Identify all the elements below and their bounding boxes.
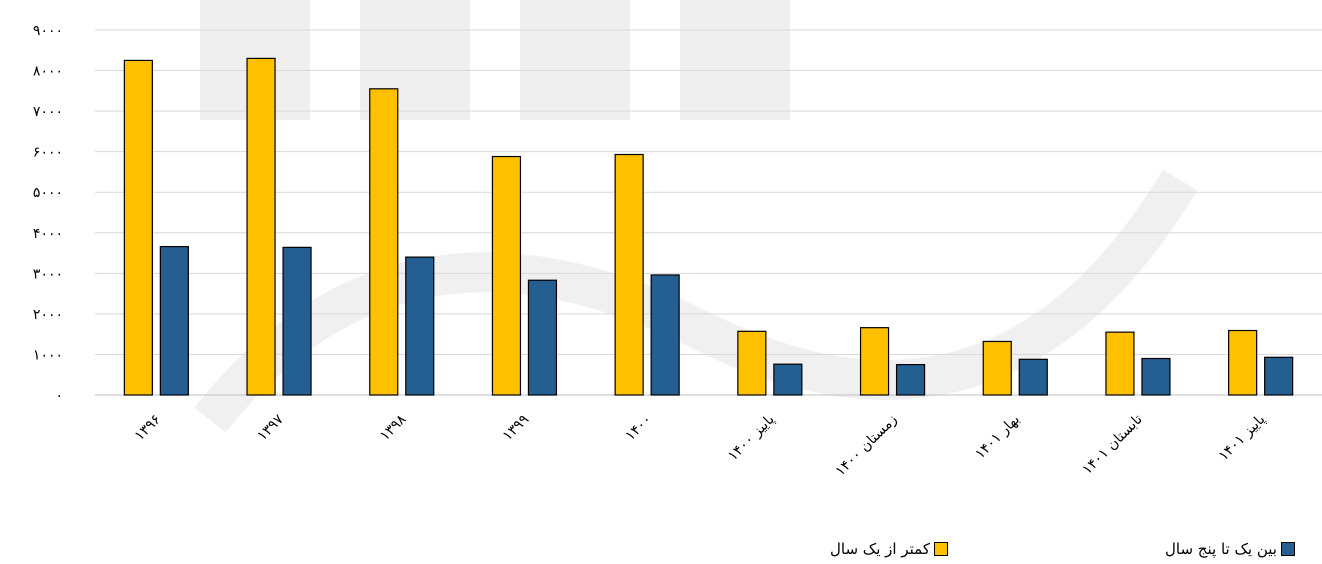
bar-series-1 [491, 155, 522, 396]
y-tick-label: ۵۰۰۰ [33, 185, 63, 201]
legend-item-series-2: بین یک تا پنج سال [1165, 538, 1295, 560]
bar-series-2 [282, 246, 312, 396]
x-tick-label: ۱۳۹۹ [500, 412, 533, 445]
y-tick-label: ۸۰۰۰ [33, 64, 63, 80]
y-tick-label: ۳۰۰۰ [33, 266, 63, 282]
watermark-logo [194, 0, 1198, 433]
y-tick-label: ۱۰۰۰ [33, 347, 63, 363]
x-tick-label: ۱۳۹۶ [132, 412, 165, 445]
bar-series-1 [614, 153, 644, 396]
legend-swatch-series-2 [1280, 542, 1295, 556]
legend-swatch-series-1 [933, 542, 948, 556]
bar-series-2 [1264, 356, 1294, 396]
x-tick-label: تابستان ۱۴۰۱ [1079, 411, 1145, 477]
x-tick-label: بهار ۱۴۰۱ [972, 412, 1023, 463]
bar-series-2 [159, 245, 189, 396]
x-tick-label: ۱۳۹۷ [254, 411, 287, 444]
y-tick-label: ۰ [55, 388, 63, 404]
x-tick-label: پاییز ۱۴۰۰ [725, 411, 778, 464]
legend-label-series-1: کمتر از یک سال [830, 540, 930, 558]
bar-series-2 [405, 256, 435, 396]
legend-label-series-2: بین یک تا پنج سال [1165, 540, 1277, 558]
bar-series-1 [859, 327, 890, 396]
y-tick-label: ۷۰۰۰ [33, 104, 63, 120]
x-tick-label: ۱۳۹۸ [377, 411, 410, 444]
bar-series-2 [1018, 358, 1048, 396]
bar-series-2 [650, 274, 680, 396]
bar-series-1 [1228, 329, 1258, 396]
x-tick-label: زمستان ۱۴۰۰ [832, 412, 900, 480]
bar-series-2 [773, 363, 803, 396]
bar-series-2 [527, 279, 558, 396]
bar-series-1 [246, 57, 276, 396]
y-tick-label: ۴۰۰۰ [33, 226, 63, 242]
x-tick-label: ۱۴۰۰ [622, 412, 655, 445]
y-tick-label: ۲۰۰۰ [33, 307, 63, 323]
bar-series-2 [895, 363, 926, 396]
bar-series-1 [982, 340, 1012, 396]
legend-item-series-1: کمتر از یک سال [830, 538, 948, 560]
y-tick-label: ۹۰۰۰ [33, 23, 63, 39]
bar-series-2 [1141, 357, 1171, 396]
bar-series-1 [123, 59, 153, 396]
bar-series-1 [737, 330, 767, 396]
bar-series-1 [369, 88, 399, 396]
x-tick-label: پاییز ۱۴۰۱ [1216, 411, 1269, 464]
y-tick-label: ۶۰۰۰ [33, 145, 63, 161]
bar-series-1 [1105, 331, 1135, 396]
